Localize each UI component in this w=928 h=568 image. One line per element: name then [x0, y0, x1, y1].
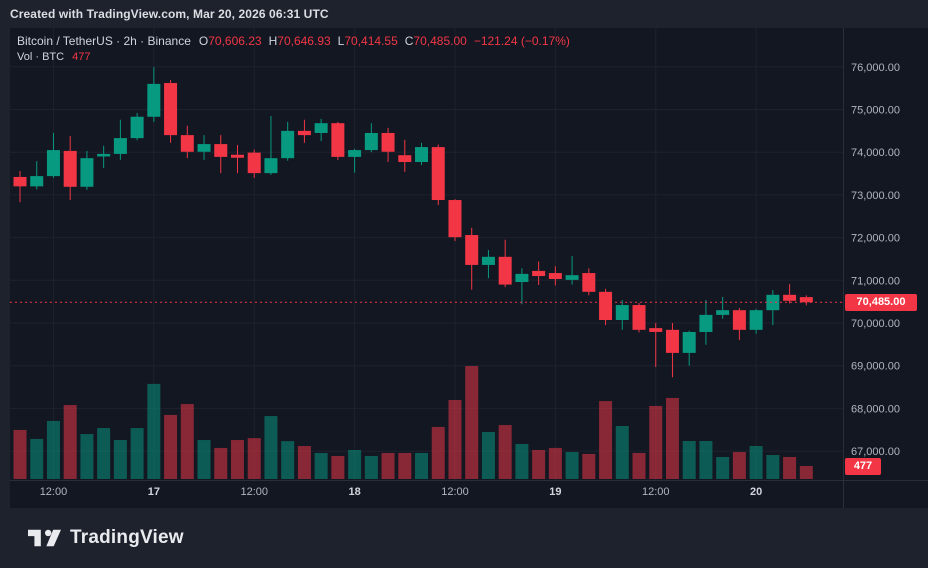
last-price-badge: 70,485.00: [845, 293, 917, 311]
svg-text:67,000.00: 67,000.00: [851, 446, 900, 458]
svg-text:72,000.00: 72,000.00: [851, 233, 900, 245]
svg-text:69,000.00: 69,000.00: [851, 361, 900, 373]
tradingview-logo-icon[interactable]: [28, 526, 61, 550]
price-axis: 76,000.00 75,000.00 74,000.00 73,000.00 72,0…: [851, 62, 900, 458]
brand-name[interactable]: TradingView: [70, 527, 184, 548]
volume-bars: [13, 366, 813, 479]
svg-text:12:00: 12:00: [642, 486, 670, 498]
svg-text:12:00: 12:00: [40, 486, 68, 498]
chart-area: 76,000.00 75,000.00 74,000.00 73,000.00 72,0…: [10, 28, 928, 508]
svg-text:68,000.00: 68,000.00: [851, 403, 900, 415]
svg-text:71,000.00: 71,000.00: [851, 275, 900, 287]
svg-text:12:00: 12:00: [240, 486, 268, 498]
price-chart-canvas[interactable]: 76,000.00 75,000.00 74,000.00 73,000.00 72,0…: [10, 28, 928, 508]
svg-text:76,000.00: 76,000.00: [851, 62, 900, 74]
candlesticks: [13, 67, 813, 378]
svg-text:70,000.00: 70,000.00: [851, 318, 900, 330]
svg-text:20: 20: [750, 486, 762, 498]
svg-text:73,000.00: 73,000.00: [851, 190, 900, 202]
svg-text:17: 17: [148, 486, 160, 498]
svg-text:18: 18: [348, 486, 360, 498]
axis-borders: [10, 28, 928, 508]
svg-text:75,000.00: 75,000.00: [851, 105, 900, 117]
attribution-bar: Created with TradingView.com, Mar 20, 20…: [0, 0, 928, 28]
svg-text:19: 19: [549, 486, 561, 498]
last-volume-badge: 477: [845, 457, 881, 475]
attribution-text: Created with TradingView.com, Mar 20, 20…: [10, 7, 329, 21]
svg-text:74,000.00: 74,000.00: [851, 147, 900, 159]
svg-text:12:00: 12:00: [441, 486, 469, 498]
footer-bar: TradingView: [0, 508, 928, 568]
chart-grid: [10, 28, 843, 480]
time-axis: 12:00 17 12:00 18 12:00 19 12:00 20: [40, 486, 763, 498]
